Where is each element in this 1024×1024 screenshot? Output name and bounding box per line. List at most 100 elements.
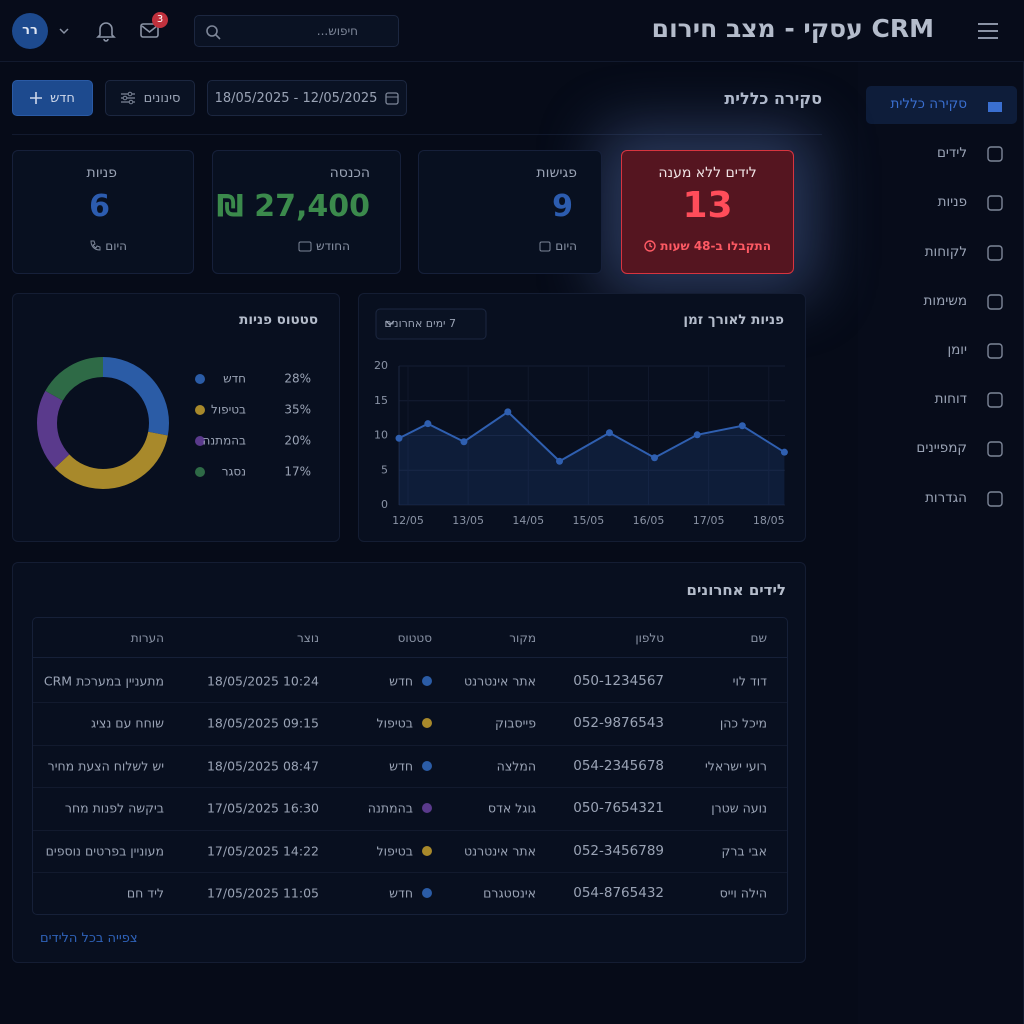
search-box[interactable]: חיפוש... — [194, 15, 399, 47]
nav-item[interactable]: לקוחות — [924, 243, 967, 260]
table-cell: 17/05/2025 14:22 — [206, 843, 319, 859]
mail-icon[interactable] — [140, 22, 160, 40]
page-heading: סקירה כללית — [724, 89, 822, 108]
row-divider — [33, 872, 787, 873]
legend-dot — [195, 436, 205, 446]
table-cell: 054-2345678 — [573, 757, 664, 774]
donut-segment — [37, 357, 169, 489]
point — [605, 429, 613, 437]
table-cell: שוחח עם נציג — [90, 715, 164, 731]
search-placeholder: חיפוש... — [316, 24, 358, 38]
nav-item[interactable]: קמפיינים — [916, 440, 967, 457]
point — [504, 408, 512, 416]
nav-item[interactable]: פניות — [937, 194, 967, 211]
kpi-card-alert[interactable]: לידים ללא מענה 13 התקבלו ב-48 שעות — [621, 150, 794, 274]
legend-value: 35% — [284, 403, 311, 417]
date-range[interactable]: 18/05/2025 - 12/05/2025 — [207, 80, 407, 116]
table-cell: חדש — [389, 673, 413, 689]
menu-icon[interactable] — [976, 21, 1000, 41]
kpi-title: לידים ללא מענה — [658, 165, 757, 181]
divider — [12, 134, 822, 135]
top-bar — [0, 0, 1024, 62]
leads-panel — [12, 562, 806, 963]
x-tick-label: 15/05 — [573, 514, 605, 527]
table-cell: 050-7654321 — [573, 800, 664, 817]
nav-item[interactable]: משימות — [923, 292, 967, 309]
table-title: לידים אחרונים — [686, 581, 786, 599]
kpi-note-text: התקבלו ב-48 שעות — [660, 239, 771, 253]
clock-icon — [644, 240, 656, 252]
nav-icon — [988, 102, 1002, 112]
nav-item[interactable]: הגדרות — [925, 489, 967, 506]
legend-label: נסגר — [222, 465, 246, 479]
bell-icon[interactable] — [96, 20, 116, 42]
row-divider — [33, 744, 787, 746]
kpi-note: החודש — [213, 239, 400, 253]
status-dot — [422, 803, 432, 814]
new-label: חדש — [50, 90, 75, 106]
table-cell: דוד לוי — [732, 673, 767, 689]
kpi-note-text: היום — [105, 239, 127, 253]
line-area — [399, 411, 785, 505]
column-header: נוצר — [297, 631, 319, 645]
legend-dot — [195, 374, 205, 384]
new-button[interactable]: חדש — [12, 80, 93, 116]
kpi-note-text: החודש — [315, 239, 350, 253]
donut-segment — [37, 357, 169, 489]
nav-icon — [987, 343, 1003, 359]
avatar[interactable]: רר — [12, 13, 48, 49]
table-cell: מעוניין בפרטים נוספים — [45, 843, 164, 859]
donut-chart: סטטוס פניות חדש 28% בטיפול 35% בהמתנה 20% נסגר… — [37, 312, 318, 489]
x-tick-label: 14/05 — [512, 514, 544, 527]
point — [424, 420, 432, 428]
table-cell: אבי ברק — [721, 843, 767, 859]
table-cell: גוגל אדס — [487, 800, 536, 816]
legend-value: 28% — [284, 372, 311, 386]
filters-label: סינונים — [143, 90, 181, 106]
y-tick-label: 15 — [374, 394, 388, 407]
kpi-card: הכנסה 27,400 ₪ החודש — [212, 150, 401, 274]
row-divider — [33, 787, 787, 789]
status-dot — [422, 760, 432, 771]
kpi-note: היום — [13, 239, 193, 253]
legend-value: 17% — [284, 465, 311, 479]
range-select-text: 7 ימים אחרונים — [384, 317, 456, 330]
kpi-card: פניות 6 היום — [12, 150, 194, 274]
point — [651, 454, 659, 462]
y-tick-label: 5 — [381, 463, 388, 476]
column-header: מקור — [509, 631, 536, 645]
nav-icon-shape — [987, 490, 1003, 507]
y-tick-label: 0 — [381, 498, 388, 511]
nav-icon-shape — [987, 343, 1003, 359]
table-cell: 052-9876543 — [573, 715, 664, 732]
date-range-text: 18/05/2025 - 12/05/2025 — [214, 90, 378, 106]
nav-item[interactable]: סקירה כללית — [890, 96, 967, 112]
header-divider — [33, 657, 787, 658]
chevron-icon[interactable] — [58, 26, 70, 36]
view-all-link[interactable]: צפייה בכל הלידים — [40, 931, 138, 946]
legend-value: 20% — [284, 434, 311, 448]
table-cell: 18/05/2025 09:15 — [206, 715, 319, 731]
nav-item[interactable]: לידים — [936, 145, 967, 162]
nav-icon-shape — [987, 294, 1003, 310]
status-dot — [422, 676, 432, 686]
column-header: הערות — [130, 631, 164, 645]
nav-item[interactable]: יומן — [947, 342, 967, 358]
range-select[interactable] — [375, 308, 487, 340]
filters-button[interactable]: סינונים — [105, 80, 195, 116]
table-cell: יש לשלוח הצעת מחיר — [47, 758, 164, 774]
point — [556, 457, 564, 465]
nav-icon — [987, 195, 1003, 212]
nav-icon-shape — [987, 244, 1003, 261]
nav-item[interactable]: דוחות — [934, 391, 967, 408]
legend-label: בהמתנה — [203, 434, 247, 448]
plus-icon — [30, 92, 43, 104]
calendar-icon — [385, 92, 400, 105]
nav-icon — [987, 392, 1003, 408]
nav-icon-shape — [987, 392, 1003, 408]
point — [395, 434, 403, 442]
status-dot — [422, 888, 432, 898]
kpi-title: פגישות — [536, 165, 577, 181]
kpi-note: התקבלו ב-48 שעות — [622, 239, 793, 253]
